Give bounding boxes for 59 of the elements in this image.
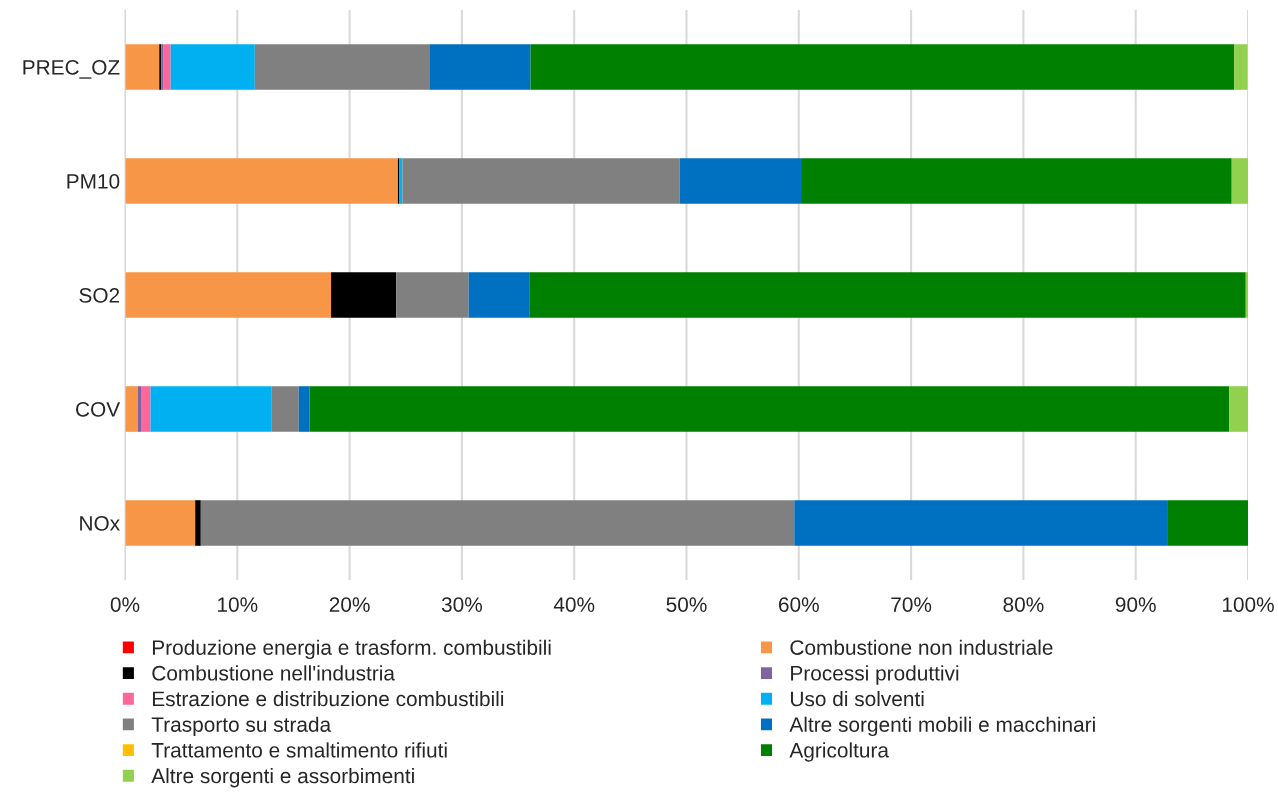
x-tick-label: 10% [218,597,258,612]
bar [254,44,431,90]
bar [298,386,310,432]
legend-label: Combustione non industriale [790,639,1053,655]
legend-label: Estrazione e distribuzione combustibili [152,690,504,707]
bar [200,500,795,546]
bar [1167,500,1248,546]
x-tick-label: 90% [1115,597,1156,612]
bar [801,158,1232,204]
bar [1229,386,1248,432]
bar [141,386,151,432]
bar [468,272,530,318]
bar [794,500,1168,546]
y-tick-label: SO2 [79,288,120,303]
y-tick-label: NOx [80,516,120,531]
legend-label: Agricoltura [789,742,889,762]
bar [125,500,196,546]
bar [402,158,680,204]
x-tick-label: 40% [553,597,595,612]
x-tick-label: 70% [891,597,932,612]
legend-label: Uso di solventi [791,690,924,707]
x-tick-label: 80% [1003,597,1044,612]
x-tick-label: 0% [110,597,140,612]
x-tick-label: 60% [779,597,819,612]
x-tick-label: 30% [441,597,483,612]
bar [309,386,1230,432]
bar [679,158,802,204]
bar [530,44,1235,90]
y-tick-label: PREC_OZ [23,60,120,79]
x-tick-label: 100% [1222,597,1274,612]
bar [331,272,397,318]
legend-label: Trasporto su strada [151,716,332,737]
bar [125,158,398,204]
bar [125,44,160,90]
bar [396,272,469,318]
legend-label: Produzione energia e trasform. combustibili [152,639,551,660]
bar [1245,272,1248,318]
x-tick-label: 50% [666,597,707,612]
bar [170,44,255,90]
legend-label: Processi produttivi [791,665,959,685]
bar [430,44,531,90]
bar [1231,158,1248,204]
bar [529,272,1246,318]
bar [271,386,299,432]
y-tick-label: PM10 [67,174,120,189]
bar [150,386,272,432]
bar [125,272,332,318]
legend-label: Altre sorgenti e assorbimenti [151,767,414,788]
legend-label: Combustione nell'industria [152,665,395,681]
x-tick-label: 20% [329,597,370,612]
legend-label: Trattamento e smaltimento rifiuti [151,742,447,758]
bar [195,500,201,546]
bar [163,44,171,90]
bar [125,386,138,432]
bar [399,158,403,204]
bar [1234,44,1248,90]
y-tick-label: COV [76,402,121,417]
legend-label: Altre sorgenti mobili e macchinari [789,716,1095,737]
bar [137,386,142,432]
